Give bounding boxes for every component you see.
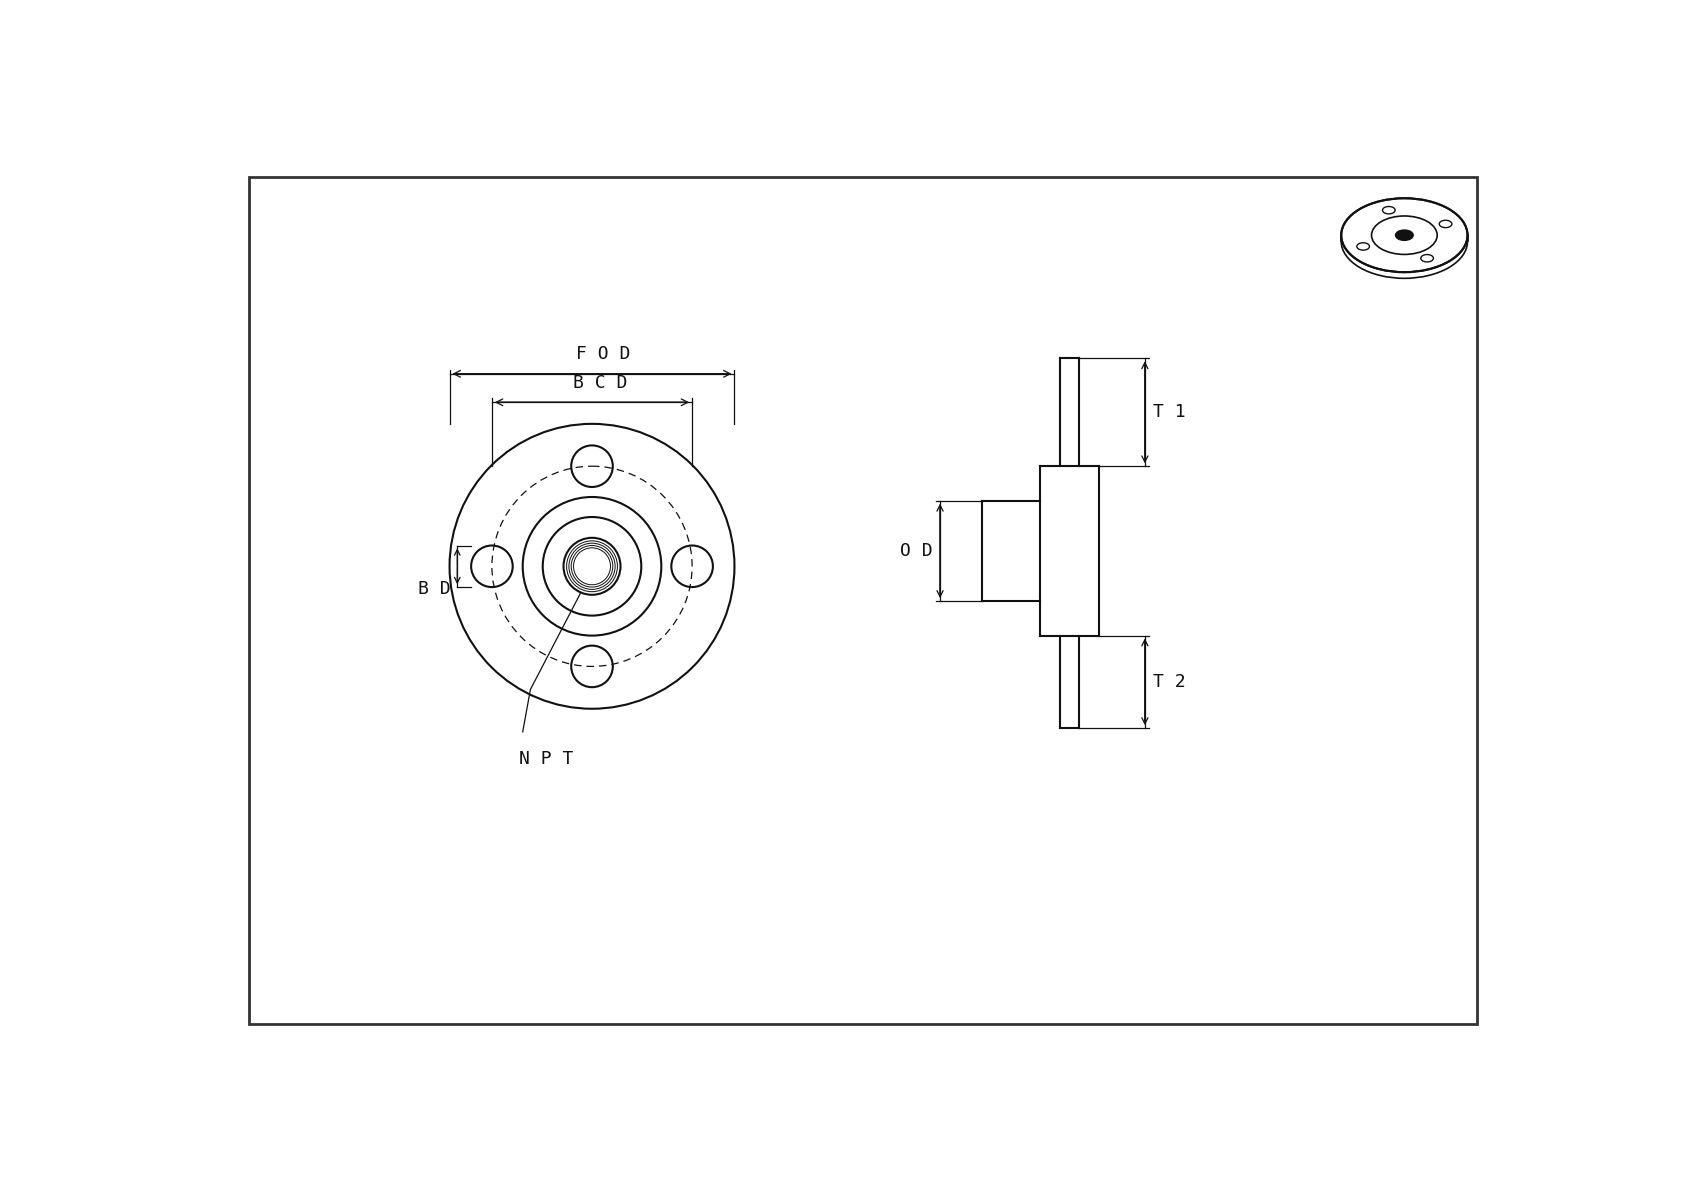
Text: N P T: N P T [519, 750, 573, 768]
Text: F O D: F O D [576, 345, 632, 363]
Ellipse shape [1340, 199, 1467, 273]
Text: O D: O D [899, 541, 933, 560]
Ellipse shape [1396, 230, 1413, 240]
Text: B C D: B C D [573, 374, 626, 392]
Ellipse shape [1421, 255, 1433, 262]
Text: T 2: T 2 [1152, 672, 1186, 691]
Text: B D: B D [419, 581, 451, 599]
Text: T 1: T 1 [1152, 403, 1186, 421]
Ellipse shape [1440, 220, 1452, 227]
Ellipse shape [1357, 243, 1369, 250]
Ellipse shape [1383, 207, 1394, 214]
